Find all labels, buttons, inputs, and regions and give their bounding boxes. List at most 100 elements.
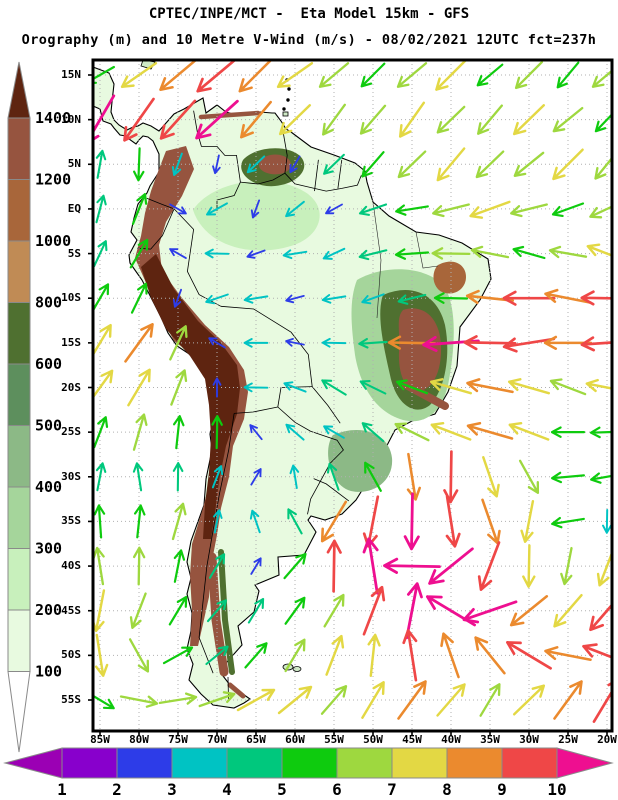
wind-arrow [361, 681, 385, 719]
orography-ridge-line [218, 549, 235, 675]
wind-arrow [361, 422, 385, 443]
orography-colorbar-label: 800 [35, 294, 62, 312]
wind-arrow [394, 248, 430, 260]
orography-colorbar-label: 600 [35, 355, 62, 373]
orography-colorbar-bottom-arrow [7, 671, 31, 753]
wind-arrow [594, 156, 612, 180]
wind-arrow [277, 685, 313, 715]
wind-arrow [205, 293, 229, 305]
wind-arrow [362, 495, 380, 548]
wind-colorbar-label: 8 [442, 780, 452, 799]
lon-label: 35W [480, 733, 500, 746]
wind-arrow [553, 593, 583, 628]
wind-arrow [520, 499, 535, 543]
wind-arrow [552, 148, 584, 181]
wind-colorbar-segment [501, 747, 558, 779]
wind-arrow [323, 425, 345, 439]
wind-arrow [514, 60, 544, 90]
orography-colorbar-segment [7, 609, 31, 672]
wind-arrow [93, 694, 115, 710]
wind-arrow [213, 509, 223, 534]
wind-arrow [362, 537, 379, 595]
state-borders [372, 201, 439, 319]
wind-arrow [551, 471, 585, 484]
wind-arrow [403, 492, 420, 551]
wind-arrow [364, 461, 382, 492]
wind-arrow [383, 557, 441, 574]
wind-arrow [406, 452, 421, 501]
wind-arrow [429, 378, 473, 395]
wind-arrow [582, 643, 612, 659]
wind-colorbar-segment [336, 747, 393, 779]
wind-colorbar-segment [281, 747, 338, 779]
country-borders [137, 110, 362, 700]
wind-colorbar-label: 9 [497, 780, 507, 799]
wind-arrow [244, 642, 268, 669]
wind-arrow [134, 504, 146, 539]
wind-arrow [358, 337, 388, 349]
wind-arrow [358, 249, 388, 261]
wind-colorbar-label: 2 [112, 780, 122, 799]
wind-arrow [206, 202, 228, 216]
wind-arrow [477, 541, 501, 591]
orography-colorbar-top-arrow [7, 61, 31, 119]
wind-arrow [321, 294, 347, 304]
wind-arrow [246, 249, 266, 259]
wind-arrow [508, 421, 550, 441]
wind-arrow [544, 646, 592, 661]
wind-arrow [285, 423, 305, 441]
wind-arrow [359, 104, 387, 135]
wind-arrow-layer [93, 60, 612, 723]
wind-arrow [430, 421, 472, 441]
wind-arrow [128, 638, 150, 673]
wind-arrow [282, 249, 308, 260]
wind-arrow [507, 378, 551, 395]
wind-arrow [93, 546, 105, 586]
wind-arrow [120, 61, 158, 89]
wind-arrow [93, 416, 109, 449]
wind-arrow [93, 369, 114, 400]
lon-label: 20W [597, 733, 617, 746]
wind-arrow [249, 424, 263, 441]
orography-colorbar-label: 1000 [35, 232, 71, 250]
wind-arrow [325, 203, 343, 215]
wind-arrow [405, 582, 423, 640]
wind-arrow [168, 595, 188, 626]
map-panel: 15N 10N 5N EQ 5S 10S 15S 20S 25S 30S 35S 40S 45S 50S 5… [61, 55, 618, 746]
wind-arrow [477, 104, 503, 135]
wind-arrow [509, 595, 549, 627]
map-canvas [88, 58, 614, 736]
wind-arrow [240, 100, 272, 139]
wind-arrow [502, 290, 556, 306]
wind-arrow [206, 599, 228, 623]
orography-colorbar-segment [7, 548, 31, 611]
wind-arrow [358, 203, 388, 216]
lon-label: 40W [441, 733, 461, 746]
lat-label: 35S [61, 514, 81, 528]
wind-arrow [395, 204, 429, 216]
lat-label: 10S [61, 291, 81, 305]
wind-arrow [396, 62, 428, 88]
wind-arrow [318, 62, 350, 88]
wind-arrow [132, 546, 146, 586]
wind-arrow [436, 147, 466, 182]
orography-colorbar: 1400 1200 1000 800 600 500 400 300 200 100 [7, 61, 71, 753]
lon-label: 75W [168, 733, 188, 746]
wind-arrow [247, 597, 265, 624]
wind-arrow [479, 683, 501, 717]
wind-arrow [580, 290, 612, 306]
wind-arrow [132, 413, 148, 451]
map-frame [91, 58, 614, 733]
orography-ridge-line [207, 552, 229, 677]
orography-colorbar-label: 500 [35, 417, 62, 435]
wind-arrow [589, 602, 612, 632]
wind-arrow [589, 205, 612, 219]
wind-arrow [169, 203, 187, 215]
wind-arrow [466, 378, 514, 394]
wind-arrow [131, 193, 148, 225]
wind-arrow [212, 154, 221, 175]
wind-arrow [289, 464, 300, 489]
wind-arrow [553, 680, 583, 720]
wind-arrow [506, 641, 552, 670]
